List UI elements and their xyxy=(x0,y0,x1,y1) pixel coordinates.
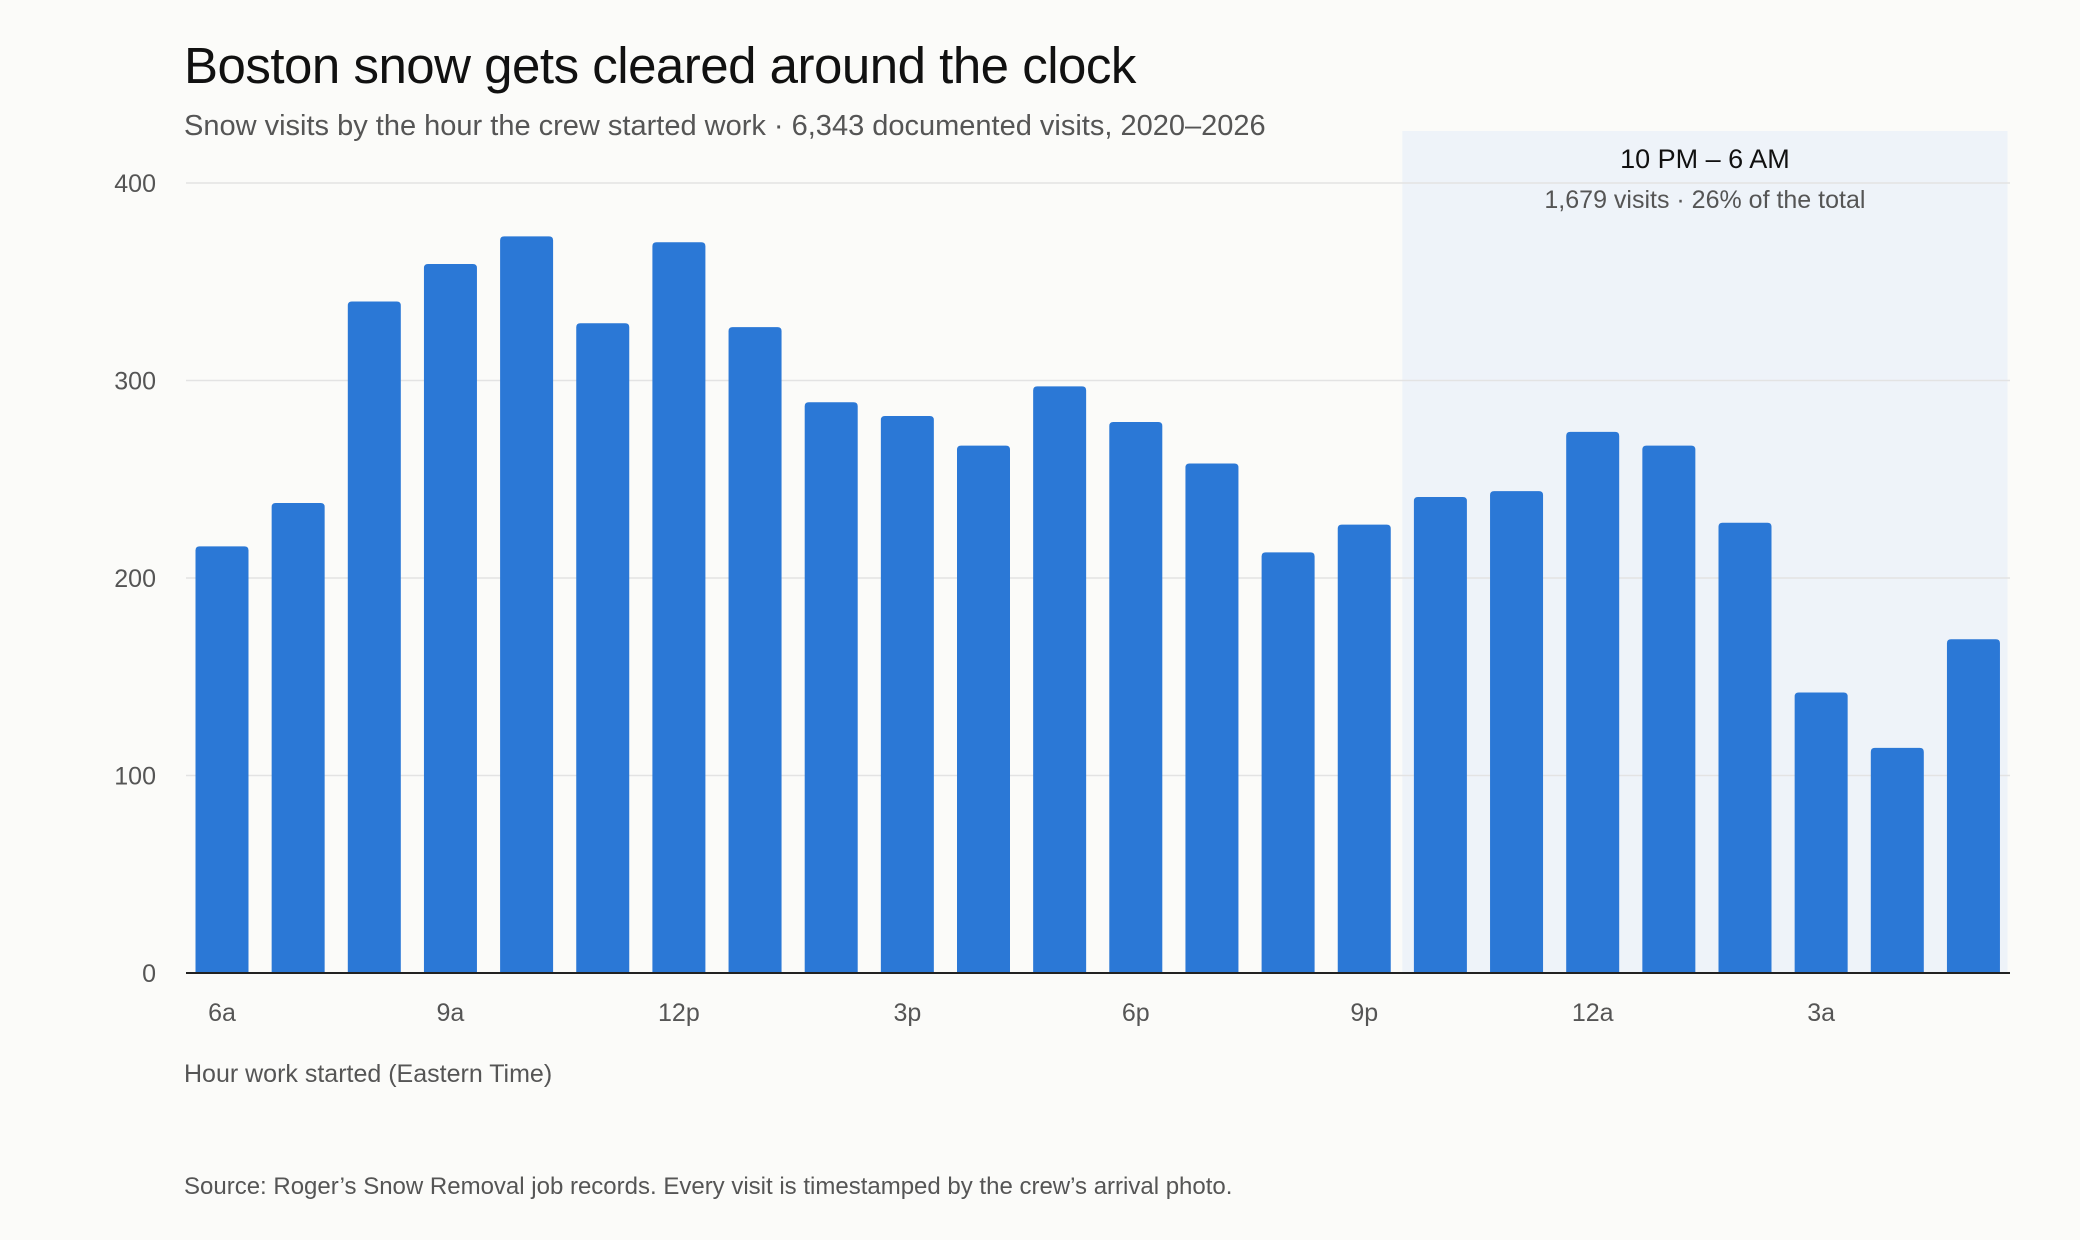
y-tick-label: 0 xyxy=(142,960,156,988)
bar-7a xyxy=(271,502,325,973)
bar-8a xyxy=(347,301,401,973)
bar-11p xyxy=(1490,491,1544,973)
bars xyxy=(195,236,2000,974)
x-tick-label: 6p xyxy=(1122,999,1150,1027)
x-axis-title: Hour work started (Eastern Time) xyxy=(184,1060,553,1088)
y-tick-label: 300 xyxy=(114,368,156,396)
bar-6p xyxy=(1109,421,1163,974)
bar-5a xyxy=(1946,639,2000,973)
gridlines xyxy=(186,182,2010,777)
bar-12a xyxy=(1566,431,1620,974)
bar-1a xyxy=(1642,445,1696,973)
bar-12p xyxy=(652,242,706,973)
highlight-label: 10 PM – 6 AM xyxy=(1620,144,1790,174)
y-tick-label: 100 xyxy=(114,763,156,791)
source-note: Source: Roger’s Snow Removal job records… xyxy=(184,1173,1233,1200)
bar-2p xyxy=(804,402,858,974)
x-tick-label: 12p xyxy=(658,999,700,1027)
highlight-sublabel: 1,679 visits · 26% of the total xyxy=(1544,186,1865,214)
bar-4a xyxy=(1870,747,1924,973)
bar-11a xyxy=(576,323,630,974)
bar-10a xyxy=(500,236,554,973)
bar-3p xyxy=(880,416,934,973)
bar-10p xyxy=(1413,497,1467,973)
x-tick-label: 3a xyxy=(1807,999,1835,1027)
y-tick-label: 400 xyxy=(114,170,156,198)
bar-8p xyxy=(1261,552,1315,973)
bar-2a xyxy=(1718,522,1772,973)
x-tick-label: 9a xyxy=(437,999,465,1027)
x-tick-label: 6a xyxy=(208,999,236,1027)
bar-6a xyxy=(195,546,249,973)
bar-9a xyxy=(423,263,477,974)
x-tick-label: 12a xyxy=(1572,999,1614,1027)
bar-5p xyxy=(1033,386,1087,973)
bar-1p xyxy=(728,327,782,973)
x-tick-label: 3p xyxy=(893,999,921,1027)
chart-subtitle: Snow visits by the hour the crew started… xyxy=(184,110,1266,142)
bar-9p xyxy=(1337,524,1391,973)
bar-7p xyxy=(1185,463,1239,973)
bar-4p xyxy=(957,445,1010,973)
x-tick-label: 9p xyxy=(1350,999,1378,1027)
y-tick-label: 200 xyxy=(114,565,156,593)
chart-title: Boston snow gets cleared around the cloc… xyxy=(184,37,1136,94)
axes: 0 100 200 300 400 6a 9a 12p 3p 6p 9p 12a 3a xyxy=(114,170,2010,1027)
bar-3a xyxy=(1794,692,1848,973)
